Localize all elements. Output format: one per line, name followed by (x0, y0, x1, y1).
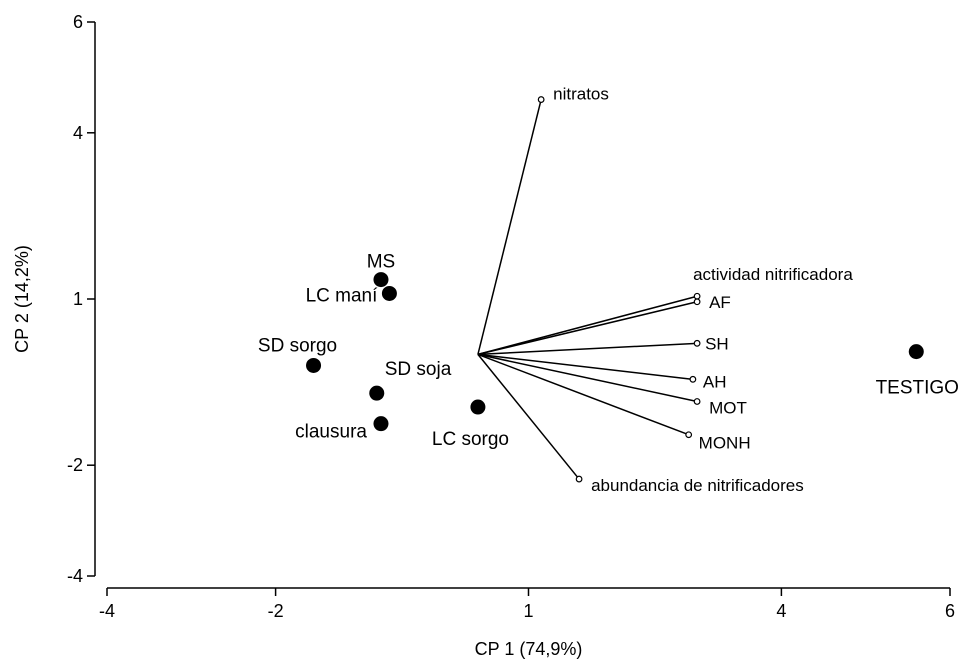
variable-vector (477, 353, 580, 480)
variable-label: AF (709, 293, 731, 312)
variable-vector-tip (537, 96, 545, 103)
variable-label: SH (705, 334, 729, 353)
observation-label: LC maní (306, 285, 379, 306)
variable-vector (477, 342, 698, 356)
y-axis-ticks: -4 -2 1 4 6 (67, 12, 95, 586)
variable-vector-tip (685, 431, 693, 439)
variable-label: MONH (699, 434, 751, 453)
x-tick-label: 6 (945, 601, 955, 621)
observation-points: MS LC maní SD sorgo SD soja clausura LC sorgo… (258, 252, 959, 450)
variable-vector (477, 99, 542, 355)
variable-label: AH (703, 372, 727, 391)
observation-point (306, 357, 322, 373)
variable-label: actividad nitrificadora (693, 265, 853, 284)
variable-vector-tip (689, 375, 697, 383)
y-axis-title: CP 2 (14,2%) (12, 245, 32, 353)
observation-point (373, 416, 389, 432)
variable-vectors: nitratos actividad nitrificadora AF SH AH MOT… (477, 85, 853, 495)
observation-label: clausura (295, 422, 367, 443)
variable-label: MOT (709, 398, 747, 417)
variable-vector (477, 353, 698, 403)
x-tick-label: -4 (99, 601, 115, 621)
variable-vector (477, 301, 698, 356)
variable-vector-tip (693, 398, 701, 405)
y-tick-label: 1 (73, 289, 83, 309)
observation-point (470, 399, 486, 415)
x-tick-label: -2 (268, 601, 284, 621)
variable-vector (477, 295, 698, 356)
observation-label: MS (367, 252, 396, 273)
axes (94, 22, 950, 589)
variable-label: abundancia de nitrificadores (591, 476, 804, 495)
observation-point (908, 344, 924, 360)
x-axis-title: CP 1 (74,9%) (475, 639, 583, 659)
observation-label: LC sorgo (432, 429, 509, 450)
observation-point (373, 272, 389, 288)
y-tick-label: -4 (67, 566, 83, 586)
variable-label: nitratos (553, 85, 609, 104)
y-tick-label: 4 (73, 123, 83, 143)
x-axis-ticks: -4 -2 1 4 6 (99, 588, 955, 621)
variable-vector-tip (693, 292, 701, 300)
y-tick-label: -2 (67, 455, 83, 475)
observation-point (381, 285, 397, 301)
variable-vector (477, 353, 693, 381)
y-tick-label: 6 (73, 12, 83, 32)
variable-vector-tip (575, 475, 583, 483)
variable-vector-tip (693, 298, 701, 306)
observation-label: SD sorgo (258, 335, 337, 356)
variable-vector (477, 353, 689, 436)
x-tick-label: 1 (523, 601, 533, 621)
x-tick-label: 4 (776, 601, 786, 621)
observation-label: SD soja (385, 359, 452, 380)
variable-vector-tip (693, 339, 701, 347)
observation-point (369, 385, 385, 401)
observation-label: TESTIGO (876, 378, 959, 399)
